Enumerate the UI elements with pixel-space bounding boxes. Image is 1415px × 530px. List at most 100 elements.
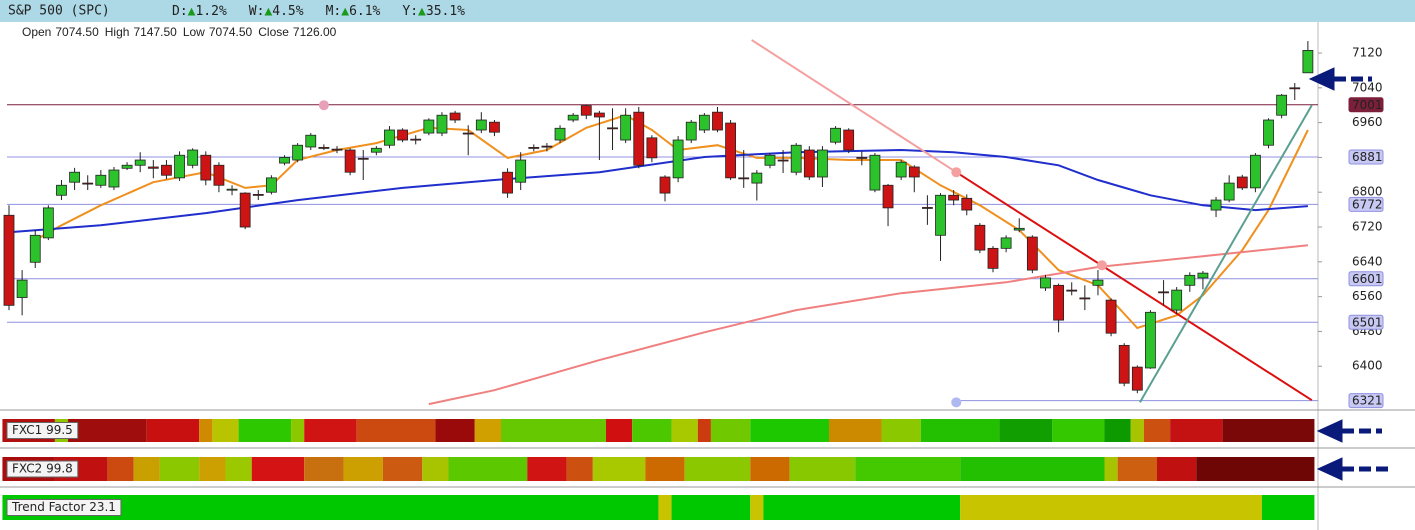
heat-cell: [238, 419, 292, 442]
level-label: 6601: [1352, 272, 1383, 286]
candle-body: [817, 149, 828, 178]
arrow-head: [1316, 419, 1343, 443]
heat-cell: [199, 457, 226, 481]
candle-body: [712, 111, 723, 131]
change-value: 1.2%: [195, 4, 226, 19]
ohlc-label: Open: [22, 25, 51, 39]
title: S&P 500 (SPC): [8, 4, 110, 19]
heat-cell: [422, 457, 449, 481]
change-arrow: ▲: [418, 4, 426, 19]
candle-body: [226, 188, 238, 191]
level-label: 6321: [1352, 394, 1383, 408]
candle-body: [489, 121, 500, 133]
candle-body: [475, 119, 487, 131]
heat-cell: [1170, 419, 1223, 442]
heat-cell: [671, 419, 698, 442]
candle-body: [370, 147, 382, 153]
y-tick-label: 7120: [1352, 46, 1383, 60]
candle-body: [213, 164, 225, 186]
candle-body: [42, 207, 54, 239]
heat-cell: [750, 419, 829, 442]
change-value: 6.1%: [349, 4, 380, 19]
candle-body: [292, 144, 304, 161]
candle-body: [1000, 237, 1012, 249]
candle-body: [594, 112, 605, 118]
heat-label: Trend Factor 23.1: [11, 500, 116, 514]
change-period: W:: [249, 4, 265, 19]
candle-body: [790, 144, 802, 173]
candle-body: [974, 224, 986, 251]
heat-cell: [133, 457, 160, 481]
candle-body: [69, 171, 80, 183]
change-arrow: ▲: [188, 4, 196, 19]
candle-body: [1171, 289, 1183, 311]
candle-body: [1026, 236, 1038, 271]
moving-average: [34, 114, 1309, 330]
heat-cell: [920, 419, 1000, 442]
heat-cell: [68, 419, 147, 442]
candle-body: [1250, 154, 1261, 189]
level-label-box: [1348, 393, 1384, 409]
candle-body: [1197, 272, 1209, 279]
candle-body: [1223, 182, 1235, 201]
candle-body: [843, 129, 855, 151]
change-arrow: ▲: [341, 4, 349, 19]
candle-body: [1263, 119, 1274, 146]
candle-body: [1210, 199, 1222, 211]
heat-cell: [382, 457, 423, 481]
ohlc-label: High: [105, 25, 130, 39]
heat-cell: [671, 495, 751, 520]
candle-body: [449, 112, 461, 121]
change: M:▲6.1%: [326, 4, 381, 19]
candle-body: [174, 154, 185, 179]
level-label-box: [1348, 196, 1384, 212]
heat-cell: [750, 457, 790, 481]
candle-body: [987, 247, 999, 269]
heat-cell: [251, 457, 305, 481]
heat-cell: [448, 457, 528, 481]
heat-label-box: [6, 499, 122, 516]
heat-cell: [605, 419, 633, 442]
candle-body: [1092, 279, 1104, 286]
arrow-head: [1316, 457, 1343, 481]
heat-cell: [199, 419, 213, 442]
candle-body: [161, 164, 172, 176]
candle-body: [1131, 366, 1143, 391]
candle-body: [397, 129, 409, 141]
heat-cell: [225, 457, 252, 481]
y-tick-label: 6800: [1352, 185, 1383, 199]
candle-body: [567, 114, 579, 121]
candle-body: [82, 182, 94, 185]
anchor-dot: [1096, 260, 1107, 271]
candle-body: [502, 171, 513, 194]
heat-cell: [159, 457, 200, 481]
heat-cell: [829, 419, 882, 442]
candle-body: [738, 177, 750, 180]
candle-body: [685, 121, 697, 141]
change-value: 35.1%: [426, 4, 465, 19]
heat-cell: [1143, 419, 1171, 442]
heat-cell: [697, 419, 711, 442]
level-label-box: [1348, 314, 1384, 330]
heat-cell: [212, 419, 239, 442]
candle-body: [16, 279, 28, 298]
ohlc-value: 7147.50: [133, 25, 177, 39]
heat-label: FXC1 99.5: [12, 423, 73, 437]
candle-body: [95, 174, 107, 186]
heat-cell: [1104, 457, 1118, 481]
heat-label-box: [6, 422, 79, 439]
heat-cell: [1130, 419, 1144, 442]
moving-average: [428, 244, 1309, 406]
change: Y:▲35.1%: [402, 4, 465, 19]
candle-body: [436, 114, 448, 134]
level-label-box: [1348, 271, 1384, 287]
candle-body: [1289, 87, 1301, 90]
heat-cell: [291, 419, 305, 442]
candle-body: [725, 122, 736, 179]
heat-cell: [645, 457, 685, 481]
heat-cell: [1117, 457, 1157, 481]
ohlc-value: 7126.00: [293, 25, 337, 39]
candle-body: [882, 184, 894, 209]
candle-body: [462, 132, 474, 135]
candle-body: [580, 105, 592, 116]
